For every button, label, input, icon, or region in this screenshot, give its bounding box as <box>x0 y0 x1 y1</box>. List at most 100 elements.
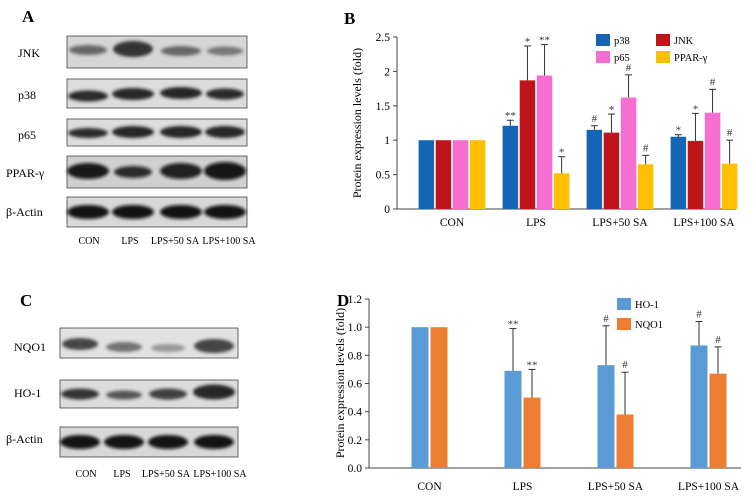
blot-c-ho1-strip <box>59 379 239 409</box>
chart-d-category-label: LPS+50 SA <box>588 481 644 493</box>
chart-b-bar <box>603 132 620 209</box>
chart-d-significance-mark: # <box>603 313 609 325</box>
blot-a-p65-strip <box>66 118 248 147</box>
chart-b-category-label: LPS <box>526 217 546 229</box>
chart-b-significance-mark: * <box>609 104 615 116</box>
chart-b: 0 0.5 1 1.5 2 2.5 Protein expression levels (f… <box>350 32 738 229</box>
chart-b-significance-mark: # <box>710 76 716 88</box>
chart-d-bar <box>504 370 522 468</box>
chart-b-legend-swatch <box>656 34 670 46</box>
blot-c-actin-strip <box>59 426 239 458</box>
chart-d-legend-label: NQO1 <box>635 320 663 331</box>
chart-d-y-tick-label: 0.6 <box>348 379 363 391</box>
chart-b-legend-label: PPAR-γ <box>674 53 708 64</box>
chart-d-bar <box>411 327 429 468</box>
blot-a-actin-strip <box>66 196 248 228</box>
chart-d-bar <box>616 414 634 468</box>
chart-b-significance-mark: * <box>559 147 565 159</box>
blot-c-lane-50sa: LPS+50 SA <box>142 469 191 480</box>
blot-a-lane-100sa: LPS+100 SA <box>202 236 256 247</box>
chart-b-significance-mark: # <box>626 62 632 74</box>
chart-d-y-tick-label: 0.4 <box>348 407 363 419</box>
chart-b-bar <box>418 140 435 209</box>
chart-b-bar <box>553 173 570 209</box>
chart-b-significance-mark: * <box>693 103 699 115</box>
chart-d-significance-mark: ** <box>508 319 519 331</box>
blot-a-ppar-strip <box>66 155 248 189</box>
blot-c-lane-lps: LPS <box>113 469 130 480</box>
chart-b-legend-label: JNK <box>674 36 694 47</box>
blot-c-label-ho1: HO-1 <box>14 386 41 400</box>
chart-b-significance-mark: # <box>643 142 649 154</box>
chart-b-bar <box>637 164 654 209</box>
blot-a-label-actin: β-Actin <box>6 205 43 219</box>
panel-c-label: C <box>20 291 32 310</box>
blot-a-lane-50sa: LPS+50 SA <box>151 236 200 247</box>
blot-c-lane-con: CON <box>75 469 96 480</box>
chart-b-y-tick-label: 1.5 <box>376 101 391 113</box>
chart-b-bar <box>670 136 687 209</box>
blot-a-lane-con: CON <box>78 236 99 247</box>
blot-a-p38-strip <box>66 78 248 109</box>
chart-b-legend-label: p65 <box>614 53 630 64</box>
chart-b-bar <box>536 75 553 209</box>
chart-b-category-label: LPS+50 SA <box>592 217 648 229</box>
chart-b-bar <box>721 163 738 209</box>
blot-a-row-labels: JNK p38 p65 PPAR-γ β-Actin <box>6 46 45 219</box>
chart-d-legend-swatch <box>617 318 631 330</box>
blot-c-label-actin: β-Actin <box>6 432 43 446</box>
chart-b-significance-mark: # <box>592 113 598 125</box>
chart-b-significance-mark: * <box>676 125 682 137</box>
chart-d-significance-mark: # <box>715 334 721 346</box>
chart-b-bar <box>620 97 637 209</box>
panel-a: A JNK p38 p65 PPAR-γ β-Actin <box>6 7 256 247</box>
chart-b-bar <box>704 112 721 209</box>
blot-a-label-p38: p38 <box>18 88 36 102</box>
chart-b-y-tick-label: 2.5 <box>376 32 391 44</box>
chart-b-bar <box>586 129 603 209</box>
blot-c-nqo1-strip <box>59 327 239 359</box>
chart-b-bar <box>452 140 469 209</box>
chart-d-significance-mark: # <box>696 309 702 321</box>
chart-b-bar <box>435 140 452 209</box>
chart-d-category-label: LPS+100 SA <box>678 481 740 493</box>
chart-b-bar <box>687 140 704 209</box>
chart-b-significance-mark: * <box>525 36 531 48</box>
chart-b-legend-label: p38 <box>614 36 630 47</box>
chart-d-y-axis-title: Protein expression levels (fold) <box>333 308 347 458</box>
chart-d-y-tick-label: 1.2 <box>348 294 363 306</box>
chart-d-bar <box>430 327 448 468</box>
chart-b-category-label: LPS+100 SA <box>673 217 735 229</box>
chart-d-bar <box>597 365 615 468</box>
chart-d-y-tick-label: 1.0 <box>348 322 363 334</box>
chart-d-legend-label: HO-1 <box>635 300 659 311</box>
blot-a-label-jnk: JNK <box>18 46 40 60</box>
chart-b-y-axis-title: Protein expression levels (fold) <box>350 48 364 198</box>
chart-d-significance-mark: ** <box>527 359 538 371</box>
blot-c-row-labels: NQO1 HO-1 β-Actin <box>6 340 46 446</box>
chart-b-bar <box>502 125 519 209</box>
chart-b-y-tick-label: 1 <box>384 135 390 147</box>
chart-d-bar <box>690 345 708 468</box>
chart-b-significance-mark: ** <box>539 35 550 47</box>
chart-d-y-tick-label: 0.8 <box>348 350 363 362</box>
chart-b-significance-mark: # <box>727 127 733 139</box>
chart-d-significance-mark: # <box>622 359 628 371</box>
blot-c-label-nqo1: NQO1 <box>14 340 46 354</box>
panel-b-label: B <box>344 9 355 28</box>
chart-d-category-label: LPS <box>513 481 533 493</box>
chart-d-y-tick-label: 0.2 <box>348 435 363 447</box>
chart-b-y-tick-label: 2 <box>384 66 390 78</box>
blot-a-lane-labels: CON LPS LPS+50 SA LPS+100 SA <box>78 236 256 247</box>
blot-c-lane-labels: CON LPS LPS+50 SA LPS+100 SA <box>75 469 247 480</box>
chart-b-y-tick-label: 0.5 <box>376 170 391 182</box>
chart-d-bar <box>709 373 727 468</box>
blot-a-jnk-strip <box>66 35 248 69</box>
chart-d-y-tick-label: 0.0 <box>348 463 363 475</box>
chart-d-legend-swatch <box>617 298 631 310</box>
chart-b-significance-mark: ** <box>505 110 516 122</box>
chart-d-category-label: CON <box>417 481 442 493</box>
chart-b-legend-swatch <box>656 51 670 63</box>
